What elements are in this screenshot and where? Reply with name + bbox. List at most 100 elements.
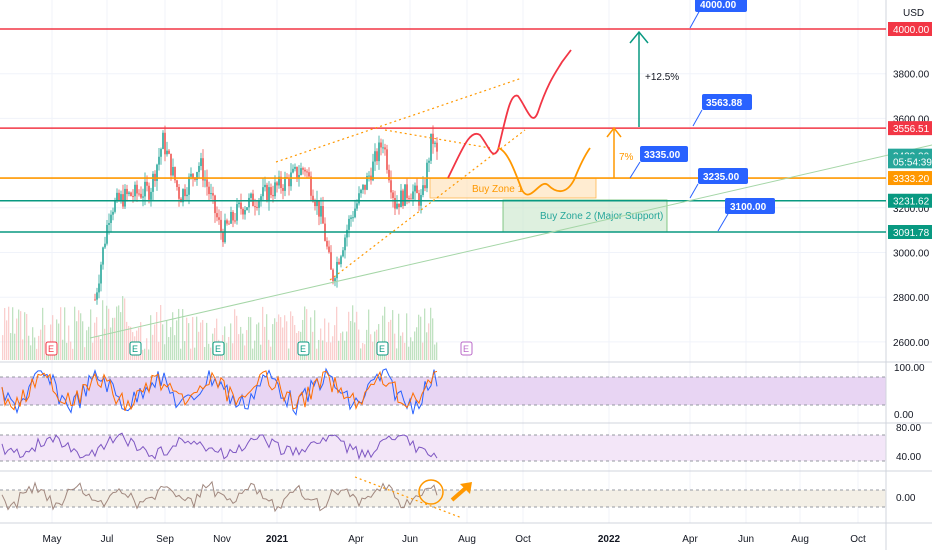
candle-body — [334, 278, 336, 282]
candle-body — [426, 162, 428, 189]
callout-3563-label: 3563.88 — [706, 98, 743, 109]
volume-bar — [198, 331, 200, 360]
volume-bar — [2, 335, 4, 360]
time-tick-label: Sep — [156, 534, 174, 545]
volume-bar — [24, 312, 26, 360]
time-tick-label: May — [43, 534, 62, 545]
price-tag-label: 4000.00 — [893, 25, 930, 36]
volume-bar — [64, 307, 66, 360]
candle-body — [108, 222, 110, 225]
volume-bar — [100, 338, 102, 360]
volume-bar — [246, 330, 248, 360]
candle-body — [416, 185, 418, 194]
volume-bar — [14, 333, 16, 360]
earnings-marker-box — [212, 341, 225, 356]
volume-bar — [432, 318, 434, 360]
candle-body — [272, 194, 274, 197]
earnings-marker-box — [376, 341, 389, 356]
volume-bar — [424, 308, 426, 360]
long-trendline — [89, 144, 932, 339]
volume-bar — [280, 317, 282, 360]
candle-body — [252, 193, 254, 207]
volume-bar — [72, 348, 74, 360]
volume-bar — [122, 296, 124, 360]
candle-body — [290, 172, 292, 187]
volume-bar — [98, 335, 100, 360]
candle-body — [344, 237, 346, 251]
volume-bars — [2, 296, 438, 360]
callout-3235: 3235.00 — [689, 168, 748, 199]
candle-body — [298, 174, 300, 179]
candle-body — [176, 180, 178, 188]
candle-body — [280, 176, 282, 189]
volume-bar — [344, 340, 346, 360]
callout-3335: 3335.00 — [629, 146, 688, 179]
volume-bar — [192, 317, 194, 360]
volume-bar — [28, 335, 30, 360]
candle-body — [254, 206, 256, 208]
candle-body — [308, 172, 310, 177]
earnings-marker-label: E — [379, 344, 385, 354]
candle-body — [148, 185, 150, 200]
candle-body — [412, 191, 414, 200]
rsi-tick-40: 40.00 — [896, 452, 921, 463]
volume-bar — [80, 313, 82, 360]
volume-bar — [310, 317, 312, 360]
volume-bar — [270, 346, 272, 360]
candle-body — [232, 211, 234, 221]
candle-body — [236, 204, 238, 221]
candle-body — [128, 192, 130, 195]
volume-bar — [402, 332, 404, 360]
candle-body — [140, 193, 142, 198]
volume-bar — [78, 310, 80, 360]
price-tag-box — [888, 171, 932, 186]
volume-bar — [42, 307, 44, 360]
callout-3100: 3100.00 — [717, 198, 775, 232]
volume-bar — [264, 326, 266, 360]
volume-bar — [92, 342, 94, 360]
candle-body — [260, 196, 262, 201]
volume-bar — [82, 321, 84, 360]
price-tag-box — [888, 193, 932, 208]
zone-percent-label: 7% — [619, 152, 634, 163]
volume-bar — [316, 348, 318, 360]
candle-body — [216, 213, 218, 218]
volume-bar — [182, 309, 184, 360]
candle-body — [414, 185, 416, 192]
candle-body — [404, 184, 406, 206]
momentum-divergence-line — [354, 476, 463, 519]
price-tag-label: 3556.51 — [893, 124, 930, 135]
volume-bar — [4, 307, 6, 360]
volume-bar — [150, 315, 152, 360]
currency-label: USD — [903, 8, 924, 19]
volume-bar — [430, 307, 432, 360]
volume-bar — [256, 324, 258, 360]
volume-bar — [408, 346, 410, 360]
volume-bar — [366, 329, 368, 360]
volume-bar — [354, 322, 356, 360]
target-arrow-head — [629, 30, 649, 44]
candle-body — [214, 195, 216, 214]
volume-bar — [234, 309, 236, 360]
volume-bar — [324, 318, 326, 360]
volume-bar — [396, 348, 398, 360]
time-tick-label: Aug — [791, 534, 809, 545]
candle-body — [380, 142, 382, 148]
volume-bar — [174, 335, 176, 360]
candle-body — [230, 211, 232, 224]
candle-body — [134, 184, 136, 197]
volume-bar — [404, 342, 406, 360]
buy-zone-2 — [502, 199, 668, 233]
candle-body — [208, 186, 210, 195]
volume-bar — [60, 307, 62, 360]
candle-body — [356, 203, 358, 209]
volume-bar — [282, 327, 284, 360]
volume-bar — [104, 328, 106, 360]
price-tag-label: 3333.20 — [893, 174, 930, 185]
volume-bar — [358, 329, 360, 360]
candle-body — [288, 178, 290, 187]
volume-bar — [392, 310, 394, 360]
volume-bar — [346, 331, 348, 360]
price-axis: 3800.00 3600.00 3200.00 3000.00 2800.00 2600.… — [893, 70, 930, 349]
volume-bar — [288, 348, 290, 360]
